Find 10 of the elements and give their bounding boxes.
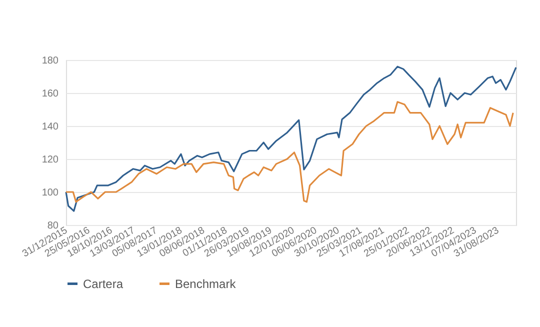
y-tick-label: 140 [42, 122, 59, 132]
y-tick-label: 100 [42, 188, 59, 198]
line-series [65, 66, 517, 212]
line-series [65, 101, 514, 203]
y-tick-label: 160 [42, 88, 59, 100]
y-tick-label: 120 [42, 154, 59, 166]
y-tick-label: 180 [42, 56, 59, 66]
y-tick-label: 80 [47, 220, 59, 232]
legend-label: Benchmark [175, 276, 237, 291]
legend-label: Cartera [83, 276, 124, 291]
